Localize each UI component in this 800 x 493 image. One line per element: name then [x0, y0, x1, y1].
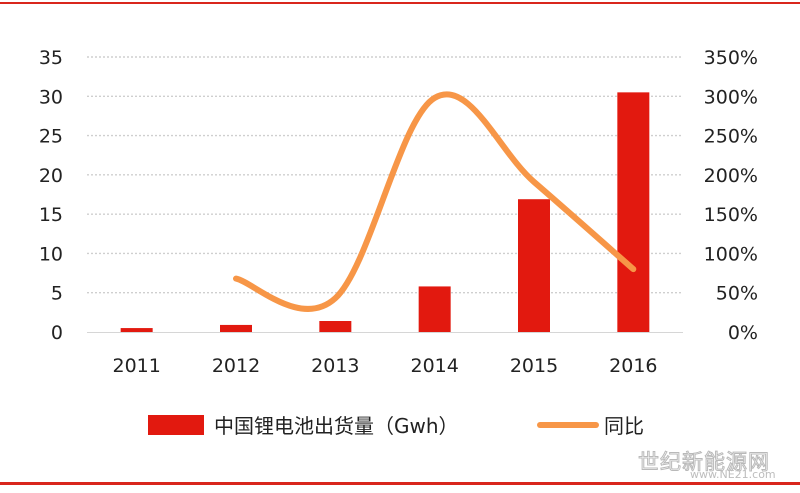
y-right-tick-label: 350% [704, 47, 758, 69]
top-rule [0, 2, 800, 4]
watermark-url: www.NE21.com [690, 468, 776, 481]
y-right-tick-label: 50% [716, 283, 758, 305]
y-left-tick-label: 20 [39, 165, 63, 187]
watermark-text: 世纪新能源网 [638, 450, 770, 475]
y-right-tick-label: 100% [704, 243, 758, 265]
line-series [233, 91, 637, 312]
bar [617, 92, 650, 332]
y-right-tick-label: 150% [704, 204, 758, 226]
y-right-tick-label: 0% [728, 322, 758, 344]
y-left-tick-label: 30 [39, 86, 63, 108]
bottom-rule [0, 482, 800, 485]
x-tick-label: 2015 [510, 355, 558, 377]
legend: 中国锂电池出货量（Gwh） 同比 [148, 414, 644, 438]
x-tick-label: 2011 [112, 355, 160, 377]
y-left-tick-label: 10 [39, 243, 63, 265]
x-tick-label: 2016 [609, 355, 657, 377]
y-right-tick-label: 200% [704, 165, 758, 187]
y-left-tick-label: 25 [39, 126, 63, 148]
bar [120, 328, 153, 332]
yoy-line [233, 91, 637, 312]
y-left-tick-label: 15 [39, 204, 63, 226]
y-right-tick-label: 300% [704, 86, 758, 108]
right-axis-ticks: 0% 50% 100% 150% 200% 250% 300% 350% [704, 47, 758, 344]
bar [319, 321, 352, 332]
x-tick-label: 2013 [311, 355, 359, 377]
y-left-tick-label: 5 [51, 283, 63, 305]
watermark-logo: 世纪新能源网 www.NE21.com [638, 446, 798, 482]
legend-bar-swatch [148, 415, 204, 435]
left-axis-ticks: 0 5 10 15 20 25 30 35 [39, 47, 63, 344]
x-tick-label: 2014 [410, 355, 458, 377]
y-left-tick-label: 0 [51, 322, 63, 344]
bar [418, 286, 451, 332]
x-tick-label: 2012 [212, 355, 260, 377]
x-axis-ticks: 2011 2012 2013 2014 2015 2016 [87, 332, 683, 377]
bar [518, 199, 550, 332]
y-right-tick-label: 250% [704, 126, 758, 148]
legend-line-label: 同比 [604, 414, 644, 438]
legend-bar-label: 中国锂电池出货量（Gwh） [214, 414, 459, 438]
gridlines [87, 56, 683, 294]
bar [220, 324, 252, 332]
bar-series [120, 92, 650, 332]
y-left-tick-label: 35 [39, 47, 63, 69]
